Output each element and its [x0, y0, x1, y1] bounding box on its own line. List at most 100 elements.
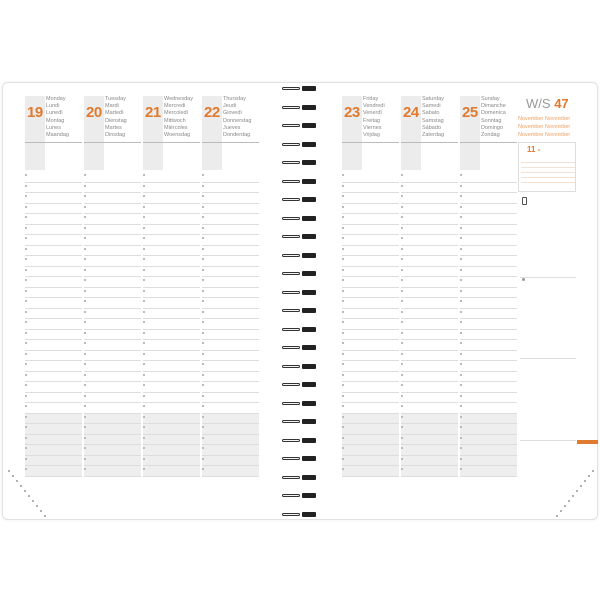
hour-row[interactable] [202, 277, 259, 288]
hour-row[interactable] [401, 424, 458, 435]
hour-row[interactable] [401, 204, 458, 214]
hour-row[interactable] [202, 256, 259, 267]
hour-row[interactable] [84, 340, 141, 351]
hour-row[interactable] [84, 277, 141, 288]
hour-row[interactable] [202, 372, 259, 382]
hour-row[interactable] [143, 455, 200, 466]
hour-row[interactable] [342, 340, 399, 351]
hour-row[interactable] [143, 267, 200, 277]
hour-row[interactable] [401, 267, 458, 277]
hour-row[interactable] [143, 172, 200, 183]
hour-row[interactable] [202, 246, 259, 256]
hour-row[interactable] [202, 267, 259, 277]
hour-row[interactable] [25, 235, 82, 246]
hour-row[interactable] [143, 445, 200, 456]
hour-row[interactable] [25, 424, 82, 435]
hour-row[interactable] [342, 445, 399, 456]
hour-row[interactable] [143, 288, 200, 298]
hour-row[interactable] [84, 372, 141, 382]
hour-row[interactable] [143, 340, 200, 351]
hour-row[interactable] [25, 193, 82, 204]
hour-row[interactable] [84, 361, 141, 372]
hour-row[interactable] [342, 434, 399, 445]
hour-row[interactable] [84, 256, 141, 267]
hour-row[interactable] [202, 351, 259, 361]
hour-row[interactable] [460, 413, 517, 424]
hour-row[interactable] [84, 351, 141, 361]
hour-row[interactable] [202, 225, 259, 235]
hour-row[interactable] [460, 330, 517, 340]
hour-row[interactable] [84, 309, 141, 319]
hour-row[interactable] [143, 256, 200, 267]
hour-row[interactable] [342, 424, 399, 435]
hour-row[interactable] [25, 309, 82, 319]
hour-row[interactable] [84, 466, 141, 477]
hour-row[interactable] [25, 246, 82, 256]
hour-row[interactable] [25, 361, 82, 372]
hour-row[interactable] [202, 455, 259, 466]
hour-row[interactable] [143, 246, 200, 256]
hour-row[interactable] [202, 235, 259, 246]
hour-row[interactable] [202, 309, 259, 319]
hour-row[interactable] [84, 382, 141, 393]
hour-row[interactable] [401, 193, 458, 204]
hour-row[interactable] [202, 340, 259, 351]
hour-row[interactable] [25, 267, 82, 277]
hour-row[interactable] [460, 204, 517, 214]
hour-row[interactable] [460, 193, 517, 204]
hour-row[interactable] [342, 214, 399, 225]
hour-row[interactable] [342, 183, 399, 193]
hour-row[interactable] [401, 183, 458, 193]
hour-row[interactable] [342, 393, 399, 403]
hour-row[interactable] [202, 445, 259, 456]
hour-row[interactable] [143, 466, 200, 477]
hour-row[interactable] [25, 434, 82, 445]
hour-row[interactable] [460, 246, 517, 256]
hour-row[interactable] [143, 403, 200, 414]
hour-row[interactable] [143, 434, 200, 445]
hour-row[interactable] [401, 455, 458, 466]
hour-row[interactable] [401, 225, 458, 235]
hour-row[interactable] [84, 330, 141, 340]
hour-row[interactable] [84, 445, 141, 456]
hour-row[interactable] [25, 372, 82, 382]
hour-row[interactable] [342, 309, 399, 319]
hour-row[interactable] [460, 277, 517, 288]
hour-row[interactable] [25, 319, 82, 330]
hour-row[interactable] [25, 214, 82, 225]
hour-row[interactable] [342, 235, 399, 246]
hour-row[interactable] [202, 298, 259, 309]
hour-row[interactable] [25, 403, 82, 414]
hour-row[interactable] [84, 204, 141, 214]
hour-row[interactable] [143, 309, 200, 319]
hour-row[interactable] [84, 214, 141, 225]
hour-row[interactable] [401, 309, 458, 319]
hour-row[interactable] [401, 445, 458, 456]
hour-row[interactable] [342, 455, 399, 466]
hour-row[interactable] [342, 267, 399, 277]
hour-row[interactable] [143, 214, 200, 225]
hour-row[interactable] [202, 204, 259, 214]
hour-row[interactable] [401, 393, 458, 403]
hour-row[interactable] [460, 382, 517, 393]
hour-row[interactable] [460, 361, 517, 372]
hour-row[interactable] [84, 319, 141, 330]
hour-row[interactable] [460, 319, 517, 330]
hour-row[interactable] [342, 382, 399, 393]
hour-row[interactable] [401, 277, 458, 288]
hour-row[interactable] [460, 235, 517, 246]
hour-row[interactable] [143, 235, 200, 246]
hour-row[interactable] [143, 424, 200, 435]
hour-row[interactable] [143, 204, 200, 214]
hour-row[interactable] [25, 277, 82, 288]
hour-row[interactable] [460, 403, 517, 414]
hour-row[interactable] [143, 372, 200, 382]
hour-row[interactable] [143, 298, 200, 309]
hour-row[interactable] [342, 466, 399, 477]
hour-row[interactable] [25, 225, 82, 235]
hour-row[interactable] [143, 330, 200, 340]
hour-row[interactable] [460, 351, 517, 361]
hour-row[interactable] [460, 267, 517, 277]
hour-row[interactable] [342, 372, 399, 382]
hour-row[interactable] [84, 413, 141, 424]
